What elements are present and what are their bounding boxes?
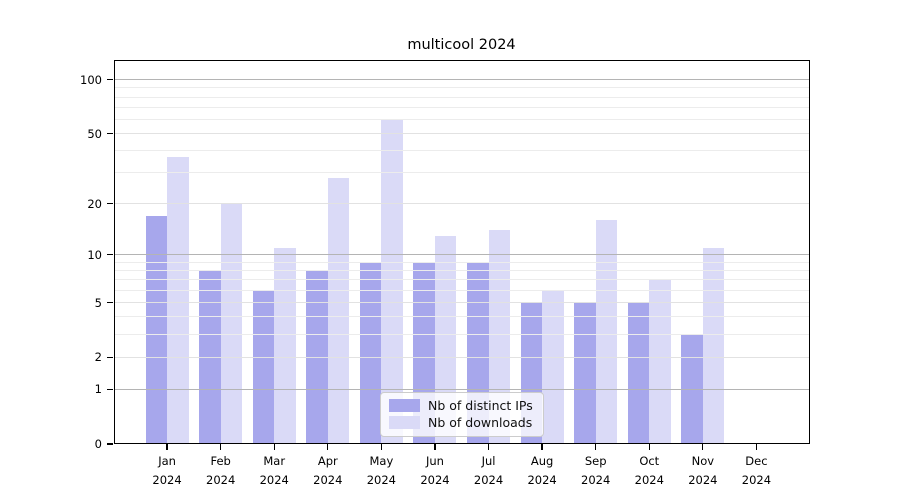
bar-ips-feb bbox=[199, 270, 221, 444]
x-tick-label-jul: Jul 2024 bbox=[473, 454, 504, 487]
bar-downloads-oct bbox=[649, 279, 671, 444]
y-tick-mark-0 bbox=[107, 443, 113, 445]
plot-area bbox=[113, 60, 811, 444]
bar-downloads-jun bbox=[434, 235, 457, 444]
chart-title: multicool 2024 bbox=[407, 37, 516, 53]
legend-swatch-downloads bbox=[389, 416, 420, 429]
bar-ips-mar bbox=[252, 290, 275, 444]
y-tick-label-0: 0 bbox=[94, 437, 102, 451]
bar-downloads-jul bbox=[488, 230, 511, 444]
y-tick-mark-5 bbox=[107, 301, 113, 304]
legend-label-distinct-ips: Nb of distinct IPs bbox=[428, 398, 533, 413]
legend-item-distinct-ips: Nb of distinct IPs bbox=[389, 398, 533, 413]
x-tick-mark-jul bbox=[487, 444, 490, 450]
bar-downloads-feb bbox=[220, 203, 243, 444]
bar-downloads-sep bbox=[595, 220, 618, 444]
x-tick-label-dec: Dec 2024 bbox=[741, 454, 772, 487]
x-tick-label-jan: Jan 2024 bbox=[152, 454, 182, 487]
y-tick-mark-100 bbox=[107, 78, 113, 81]
y-tick-mark-10 bbox=[107, 254, 113, 256]
legend-swatch-distinct-ips bbox=[389, 399, 420, 412]
x-tick-mark-may bbox=[380, 444, 383, 450]
x-tick-label-feb: Feb 2024 bbox=[206, 454, 236, 487]
y-tick-label-5: 5 bbox=[94, 295, 102, 310]
y-tick-label-1: 1 bbox=[94, 382, 102, 397]
x-tick-label-aug: Aug 2024 bbox=[527, 454, 557, 487]
x-tick-label-nov: Nov 2024 bbox=[688, 454, 718, 487]
y-tick-label-10: 10 bbox=[87, 247, 102, 262]
bars-layer bbox=[114, 60, 811, 444]
y-tick-mark-2 bbox=[107, 356, 113, 358]
x-tick-mark-oct bbox=[648, 444, 650, 450]
y-tick-label-2: 2 bbox=[94, 350, 102, 365]
x-tick-label-jun: Jun 2024 bbox=[420, 454, 450, 487]
x-tick-label-oct: Oct 2024 bbox=[634, 454, 664, 487]
bar-ips-nov bbox=[681, 334, 703, 444]
bar-downloads-apr bbox=[327, 178, 350, 444]
bar-ips-may bbox=[359, 262, 382, 444]
x-tick-label-may: May 2024 bbox=[366, 454, 397, 487]
y-tick-mark-20 bbox=[107, 202, 113, 205]
bar-ips-apr bbox=[306, 270, 328, 444]
bar-downloads-aug bbox=[542, 290, 564, 444]
bar-downloads-may bbox=[381, 119, 403, 444]
bar-downloads-mar bbox=[274, 247, 296, 444]
bar-downloads-nov bbox=[702, 247, 725, 444]
y-tick-label-50: 50 bbox=[87, 126, 102, 141]
legend-item-downloads: Nb of downloads bbox=[389, 415, 533, 430]
x-tick-label-apr: Apr 2024 bbox=[313, 454, 343, 487]
x-tick-label-mar: Mar 2024 bbox=[259, 454, 289, 487]
x-tick-mark-feb bbox=[220, 444, 222, 450]
y-tick-label-20: 20 bbox=[87, 196, 102, 211]
legend: Nb of distinct IPs Nb of downloads bbox=[380, 392, 544, 437]
x-tick-mark-sep bbox=[595, 444, 597, 450]
x-tick-mark-nov bbox=[702, 444, 704, 450]
x-tick-mark-aug bbox=[541, 444, 543, 450]
legend-label-downloads: Nb of downloads bbox=[428, 415, 533, 430]
bar-ips-sep bbox=[574, 302, 596, 444]
x-tick-mark-jun bbox=[434, 444, 436, 450]
x-tick-mark-dec bbox=[755, 444, 758, 450]
x-tick-mark-mar bbox=[273, 444, 275, 450]
bar-downloads-jan bbox=[167, 156, 189, 444]
x-tick-mark-jan bbox=[166, 444, 168, 450]
x-tick-label-sep: Sep 2024 bbox=[581, 454, 611, 487]
x-tick-mark-apr bbox=[327, 444, 329, 450]
bar-ips-jan bbox=[145, 215, 168, 444]
bar-ips-oct bbox=[627, 302, 650, 444]
y-tick-mark-1 bbox=[107, 388, 113, 390]
y-tick-mark-50 bbox=[107, 132, 113, 135]
y-tick-label-100: 100 bbox=[80, 72, 102, 87]
